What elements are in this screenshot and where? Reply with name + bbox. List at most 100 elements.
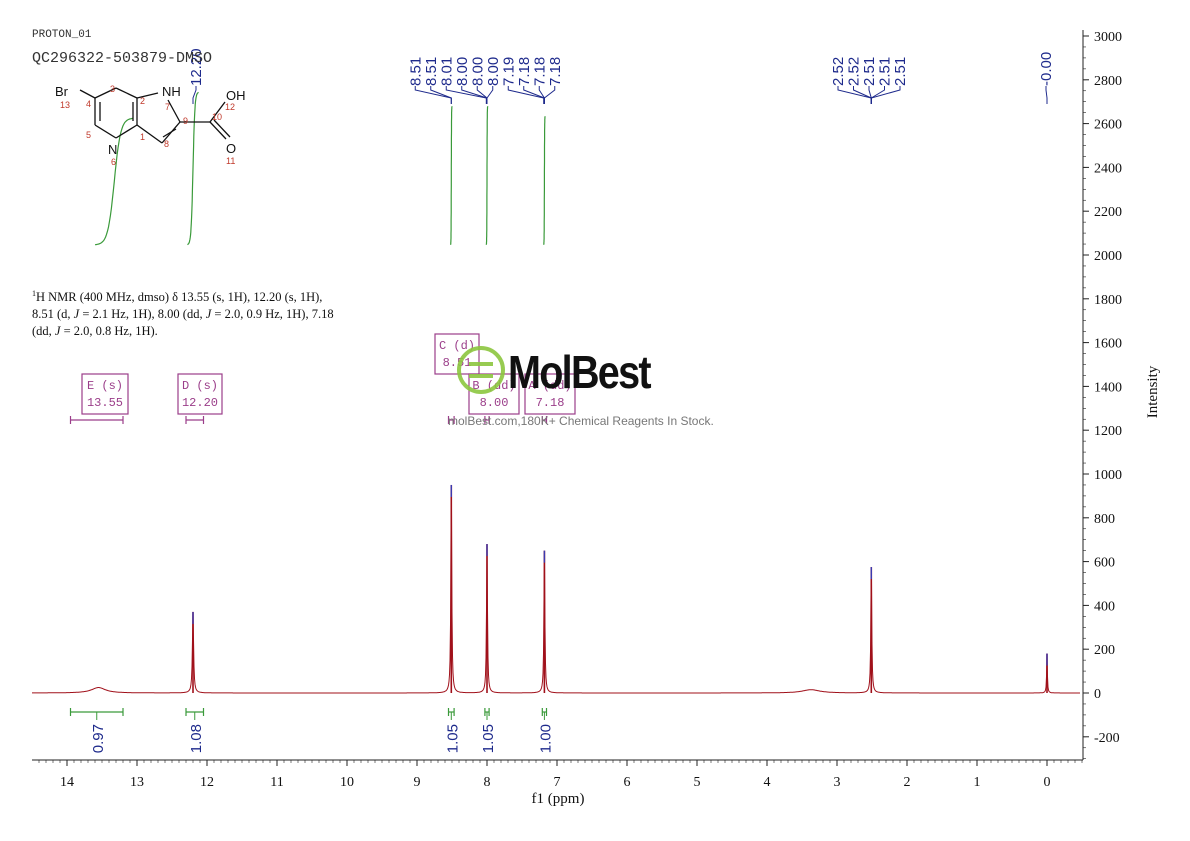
y-tick-label: 3000: [1094, 30, 1122, 45]
nmr-coupling-j-1: J: [73, 307, 80, 322]
peak-leader-line: [543, 86, 556, 104]
chemical-structure: Br 13 4 3 2 NH 7 9 10 OH 12 5 1 8 N 6 O …: [55, 84, 246, 167]
atom-label-1: 1: [140, 132, 145, 142]
x-tick-label: 4: [764, 775, 771, 790]
y-tick-label: 0: [1094, 687, 1101, 702]
multiplet-value: 8.51: [443, 356, 472, 370]
peak-tips: [192, 484, 1048, 693]
atom-label-12: 12: [225, 102, 235, 112]
multiplet-label: C (d): [439, 339, 475, 353]
y-tick-label: 400: [1094, 599, 1115, 614]
integral-value: 1.05: [444, 724, 461, 753]
multiplet-box: [468, 373, 520, 415]
peak-shift-label: 8.51: [407, 57, 424, 86]
peak-shift-label: 8.00: [469, 57, 486, 86]
y-tick-label: 1000: [1094, 468, 1122, 483]
integral-curve: [485, 106, 489, 245]
atom-label-7: 7: [165, 102, 170, 112]
integral-bars: 0.97 1.08 1.05 1.05 1.00: [69, 708, 554, 753]
file-label: PROTON_01: [32, 29, 92, 41]
x-tick-label: 12: [200, 775, 214, 790]
peak-shift-label: 7.19: [500, 57, 517, 86]
multiplet-boxes: E (s)13.55D (s)12.20C (d)8.51B (dd)8.00A…: [69, 333, 576, 424]
integral-curves: [94, 91, 546, 246]
peak-leader-line: [192, 86, 197, 104]
atom-label-6: 6: [111, 157, 116, 167]
integral-value: 1.08: [188, 724, 205, 753]
x-tick-label: 1: [974, 775, 981, 790]
x-tick-label: 0: [1044, 775, 1051, 790]
atom-label-13: 13: [60, 100, 70, 110]
peak-shift-label: 2.51: [892, 57, 909, 86]
y-tick-label: 1400: [1094, 380, 1122, 395]
peak-leader-line: [870, 86, 901, 104]
peak-shift-label: 8.00: [485, 57, 502, 86]
y-tick-label: 1200: [1094, 424, 1122, 439]
peak-shift-label: 12.20: [188, 48, 205, 86]
x-tick-label: 2: [904, 775, 911, 790]
watermark-logo-icon: [457, 346, 505, 394]
y-tick-label: 2200: [1094, 205, 1122, 220]
peak-leader-line: [445, 86, 487, 104]
y-tick-label: 1800: [1094, 293, 1122, 308]
y-tick-label: 200: [1094, 643, 1115, 658]
multiplet-value: 8.00: [480, 396, 509, 410]
x-tick-label: 8: [484, 775, 491, 790]
peak-shift-label: 2.51: [861, 57, 878, 86]
y-tick-label: 2800: [1094, 74, 1122, 89]
x-tick-label: 3: [834, 775, 841, 790]
multiplet-value: 12.20: [182, 396, 218, 410]
x-tick-label: 6: [624, 775, 631, 790]
multiplet-box: [177, 373, 223, 415]
y-tick-label: -200: [1094, 731, 1120, 746]
multiplet-box: [524, 373, 576, 415]
integral-curve: [187, 91, 199, 246]
peak-shift-label: 7.18: [531, 57, 548, 86]
multiplet-box: [81, 373, 129, 415]
spectrum-line: [32, 508, 1080, 694]
atom-n: N: [108, 142, 117, 157]
atom-label-8: 8: [164, 139, 169, 149]
nmr-description-line-1: 1H NMR (400 MHz, dmso) δ 13.55 (s, 1H), …: [32, 285, 362, 306]
nmr-superscript: 1: [32, 289, 36, 298]
nmr-line-2a: 8.51 (d,: [32, 307, 74, 322]
multiplet-value: 7.18: [536, 396, 565, 410]
y-axis-ticks: 3000280026002400220020001800160014001200…: [1083, 30, 1122, 760]
nmr-line-3a: (dd,: [32, 324, 55, 339]
nmr-line-3b: = 2.0, 0.8 Hz, 1H).: [60, 324, 158, 339]
x-tick-label: 13: [130, 775, 144, 790]
multiplet-label: E (s): [87, 379, 123, 393]
atom-br: Br: [55, 84, 69, 99]
atom-label-2: 2: [140, 96, 145, 106]
peak-labels: 8.518.518.018.008.008.007.197.187.187.18…: [188, 48, 1055, 104]
peak-shift-label: 7.18: [547, 57, 564, 86]
integral-value: 1.05: [480, 724, 497, 753]
peak-leader-line: [486, 86, 494, 104]
atom-o: O: [226, 141, 236, 156]
peak-shift-label: 2.52: [846, 57, 863, 86]
watermark-url: molBest.com,180K+ Chemical Reagents In S…: [448, 414, 714, 428]
integral-curve: [543, 116, 546, 245]
nmr-description: 1H NMR (400 MHz, dmso) δ 13.55 (s, 1H), …: [32, 285, 362, 340]
x-tick-label: 10: [340, 775, 354, 790]
atom-label-10: 10: [212, 112, 222, 122]
y-tick-label: 2400: [1094, 161, 1122, 176]
peak-shift-label: 8.01: [438, 57, 455, 86]
multiplet-value: 13.55: [87, 396, 123, 410]
nmr-line-2b: = 2.1 Hz, 1H), 8.00 (dd,: [79, 307, 206, 322]
nmr-description-line-3: (dd, J = 2.0, 0.8 Hz, 1H).: [32, 323, 362, 340]
peak-leader-line: [523, 86, 545, 104]
x-tick-label: 7: [554, 775, 561, 790]
peak-shift-label: 2.52: [830, 57, 847, 86]
peak-leader-line: [507, 86, 545, 104]
atom-label-11: 11: [226, 156, 235, 166]
y-tick-label: 2000: [1094, 249, 1122, 264]
integral-curve: [94, 117, 134, 246]
peak-shift-label: -0.00: [1038, 52, 1055, 86]
atom-label-5: 5: [86, 130, 91, 140]
atom-label-9: 9: [183, 116, 188, 126]
multiplet-label: D (s): [182, 379, 218, 393]
x-tick-label: 5: [694, 775, 701, 790]
y-axis-label: Intensity: [1145, 365, 1161, 418]
